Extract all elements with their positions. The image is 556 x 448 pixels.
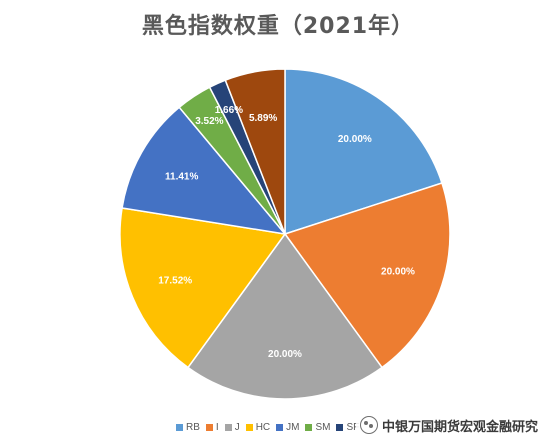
legend-swatch (336, 423, 344, 431)
legend-item-sf: SF (336, 422, 359, 433)
legend-label: I (215, 421, 219, 433)
legend-label: J (234, 421, 240, 433)
legend-label: SM (315, 421, 331, 433)
legend-label: JM (286, 421, 300, 433)
legend-swatch (176, 423, 183, 431)
legend-item-sm: SM (305, 422, 330, 433)
pie-slice-hc (119, 207, 287, 369)
data-label-rb: 20.00% (338, 134, 372, 145)
legend-item-j: J (224, 421, 240, 433)
data-label-j: 20.00% (268, 349, 302, 360)
pie-slice-zc (224, 68, 286, 235)
data-label-zc: 5.89% (249, 113, 277, 124)
chart-title: 黑色指数权重（2021年） (141, 14, 415, 39)
data-label-sm: 3.52% (195, 116, 223, 127)
pie-slice-i (283, 182, 451, 369)
legend-swatch (276, 423, 284, 431)
pie-slice-rb (284, 68, 443, 236)
legend-item-jm: JM (276, 422, 299, 433)
wechat-icon (360, 416, 378, 434)
data-label-hc: 17.52% (158, 275, 192, 286)
pie-slice-j (186, 232, 384, 400)
pie-slice-jm (121, 106, 287, 236)
legend-swatch (224, 423, 232, 431)
legend-label: RB (186, 421, 200, 433)
data-label-jm: 11.41% (165, 171, 198, 182)
legend-item-hc: HC (245, 421, 271, 433)
watermark: 中银万国期货宏观金融研究 (356, 412, 543, 438)
watermark-text: 中银万国期货宏观金融研究 (382, 419, 539, 435)
legend-swatch (245, 423, 253, 431)
legend-item-rb: RB (176, 422, 200, 433)
legend-swatch (305, 423, 313, 431)
legend-label: SF (346, 421, 360, 433)
chart-legend: RB I J HC JM SM SF (176, 419, 359, 435)
legend-item-i: I (205, 421, 219, 433)
legend-label: HC (255, 421, 271, 433)
legend-swatch (205, 423, 213, 431)
data-label-i: 20.00% (381, 267, 415, 278)
data-label-sf: 1.66% (215, 105, 243, 116)
